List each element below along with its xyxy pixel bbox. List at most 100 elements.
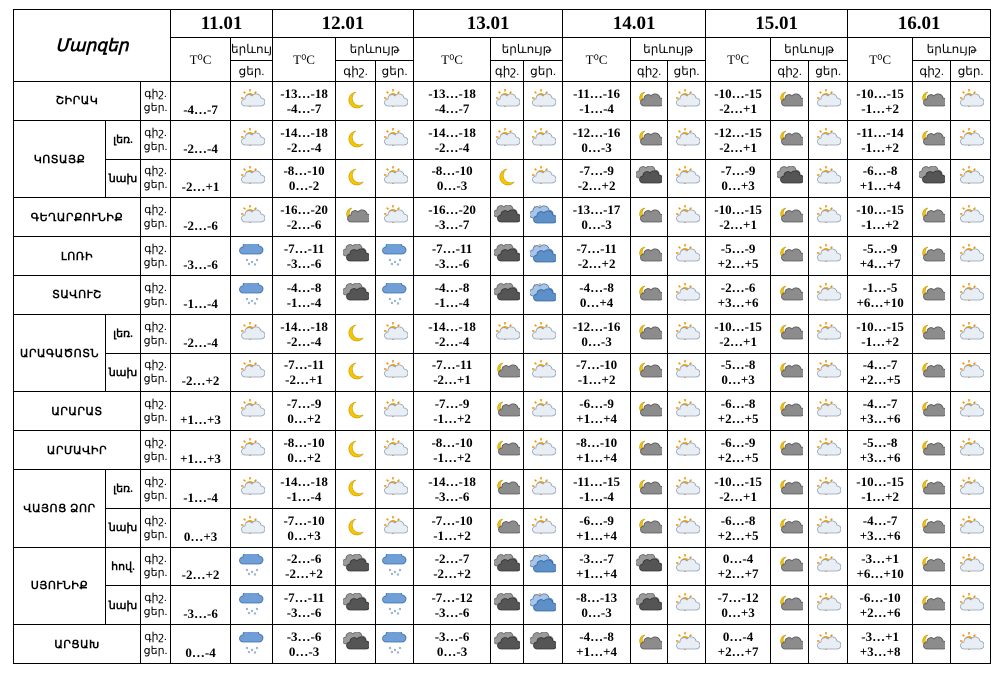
weather-icon xyxy=(675,205,700,224)
icon-part xyxy=(922,209,945,223)
icon-part xyxy=(383,442,408,456)
icon-part xyxy=(390,612,393,615)
night-temp: -10…-15 xyxy=(714,202,762,218)
icon-part xyxy=(830,556,833,560)
temperature: -1…-5 +6…+10 xyxy=(847,274,914,315)
icon-part xyxy=(677,517,681,521)
weather-icon xyxy=(348,401,363,419)
icon-part xyxy=(398,258,401,262)
icon-part xyxy=(385,207,389,211)
icon-part xyxy=(817,636,842,650)
weather-icon xyxy=(530,593,557,612)
night-temp: -10…-15 xyxy=(714,85,762,101)
day-temp: -2…+2 xyxy=(577,256,616,272)
day-header: ցեր. xyxy=(375,60,415,82)
phenomenon-cell xyxy=(230,391,274,432)
icon-part xyxy=(688,129,692,133)
temperature: -11…-15 -1…-4 xyxy=(562,468,632,509)
data-row: ԱՐՑԱԽ գիշ. ցեր. 0…-4 -3…-6 0…-3 -3…-6 0…-3 -4…-8… xyxy=(13,624,992,664)
day-temp: -3…-6 xyxy=(286,256,322,272)
night-temp: -7…-10 xyxy=(431,512,473,528)
icon-part xyxy=(532,132,557,146)
night-header: գիշ. xyxy=(912,60,952,82)
icon-part xyxy=(396,612,399,615)
icon-part xyxy=(677,362,681,366)
icon-part xyxy=(533,249,557,263)
icon-part xyxy=(253,612,256,615)
weather-icon xyxy=(921,91,945,107)
night-temp: -10…-15 xyxy=(856,473,904,489)
night-phenomenon xyxy=(770,313,810,354)
weather-icon xyxy=(817,321,842,340)
weather-icon xyxy=(675,166,700,185)
temperature: -10…-15 -2…+1 xyxy=(705,81,772,121)
weather-icon xyxy=(342,593,369,611)
night-temp: -7…-11 xyxy=(283,357,325,373)
icon-part xyxy=(345,636,369,650)
day-phenomenon xyxy=(808,624,849,664)
weather-icon xyxy=(532,515,557,534)
day-temp: 0…+3 xyxy=(287,527,321,543)
temperature: -3…-6 xyxy=(170,585,232,626)
weather-icon xyxy=(496,321,521,340)
icon-part xyxy=(961,362,965,366)
icon-part xyxy=(509,323,512,327)
night-day-label: գիշ. ցեր. xyxy=(139,352,171,393)
icon-part xyxy=(830,478,833,482)
temperature: -12…-16 0…-3 xyxy=(562,313,632,354)
day-phenomenon xyxy=(667,158,707,199)
weather-icon xyxy=(342,554,369,572)
day-phenomenon xyxy=(667,430,707,470)
weather-icon xyxy=(921,479,945,495)
weather-icon xyxy=(817,360,842,379)
phenomenon-cell xyxy=(230,624,274,664)
night-temp: -4…-8 xyxy=(286,279,322,295)
temperature: -7…-10 0…+3 xyxy=(272,507,337,548)
icon-part xyxy=(250,610,253,613)
phenomenon-cell xyxy=(230,119,274,160)
temperature: -2…-4 xyxy=(170,313,232,354)
date-header: 14.01 xyxy=(562,9,707,38)
phenomenon-cell xyxy=(230,274,274,315)
icon-part xyxy=(972,634,976,637)
day-temp: +1…+4 xyxy=(859,178,901,194)
data-row: ՍՅՈՒՆԻՔ հով. գիշ. ցեր. -2…+2 -2…-6 -2…+2 -2…-7-… xyxy=(13,546,992,626)
night-phenomenon xyxy=(490,468,525,509)
day-label: ցեր. xyxy=(143,645,168,658)
night-phenomenon xyxy=(630,81,669,121)
day-temp: 0…+4 xyxy=(579,294,614,310)
weather-icon xyxy=(779,91,803,107)
night-temp: -13…-17 xyxy=(572,202,621,218)
icon-part xyxy=(780,520,803,534)
icon-part xyxy=(959,287,984,301)
icon-part xyxy=(390,573,393,576)
icon-part xyxy=(688,556,692,560)
night-temp: -12…-16 xyxy=(572,124,621,140)
night-phenomenon xyxy=(912,197,952,238)
weather-icon xyxy=(779,634,803,650)
weather-icon xyxy=(675,476,700,495)
temperature: -8…-10 0…-2 xyxy=(272,158,337,199)
weather-icon xyxy=(532,399,557,418)
weather-icon xyxy=(494,282,521,301)
icon-part xyxy=(961,168,965,172)
weather-icon xyxy=(383,360,408,379)
night-temp: -8…-13 xyxy=(575,590,618,606)
icon-part xyxy=(688,401,692,405)
night-phenomenon xyxy=(912,624,952,664)
night-phenomenon xyxy=(770,546,810,587)
icon-part xyxy=(819,90,823,94)
weather-icon xyxy=(532,321,557,340)
icon-part xyxy=(240,326,265,340)
icon-part xyxy=(819,517,823,521)
icon-part xyxy=(532,364,557,378)
icon-part xyxy=(245,297,248,301)
icon-part xyxy=(383,364,408,378)
icon-part xyxy=(242,323,246,327)
weather-icon xyxy=(639,401,663,417)
night-phenomenon xyxy=(335,507,377,548)
weather-icon xyxy=(817,399,842,418)
weather-icon xyxy=(636,593,663,611)
night-temp: -3…+1 xyxy=(861,629,899,645)
icon-part xyxy=(640,636,663,650)
